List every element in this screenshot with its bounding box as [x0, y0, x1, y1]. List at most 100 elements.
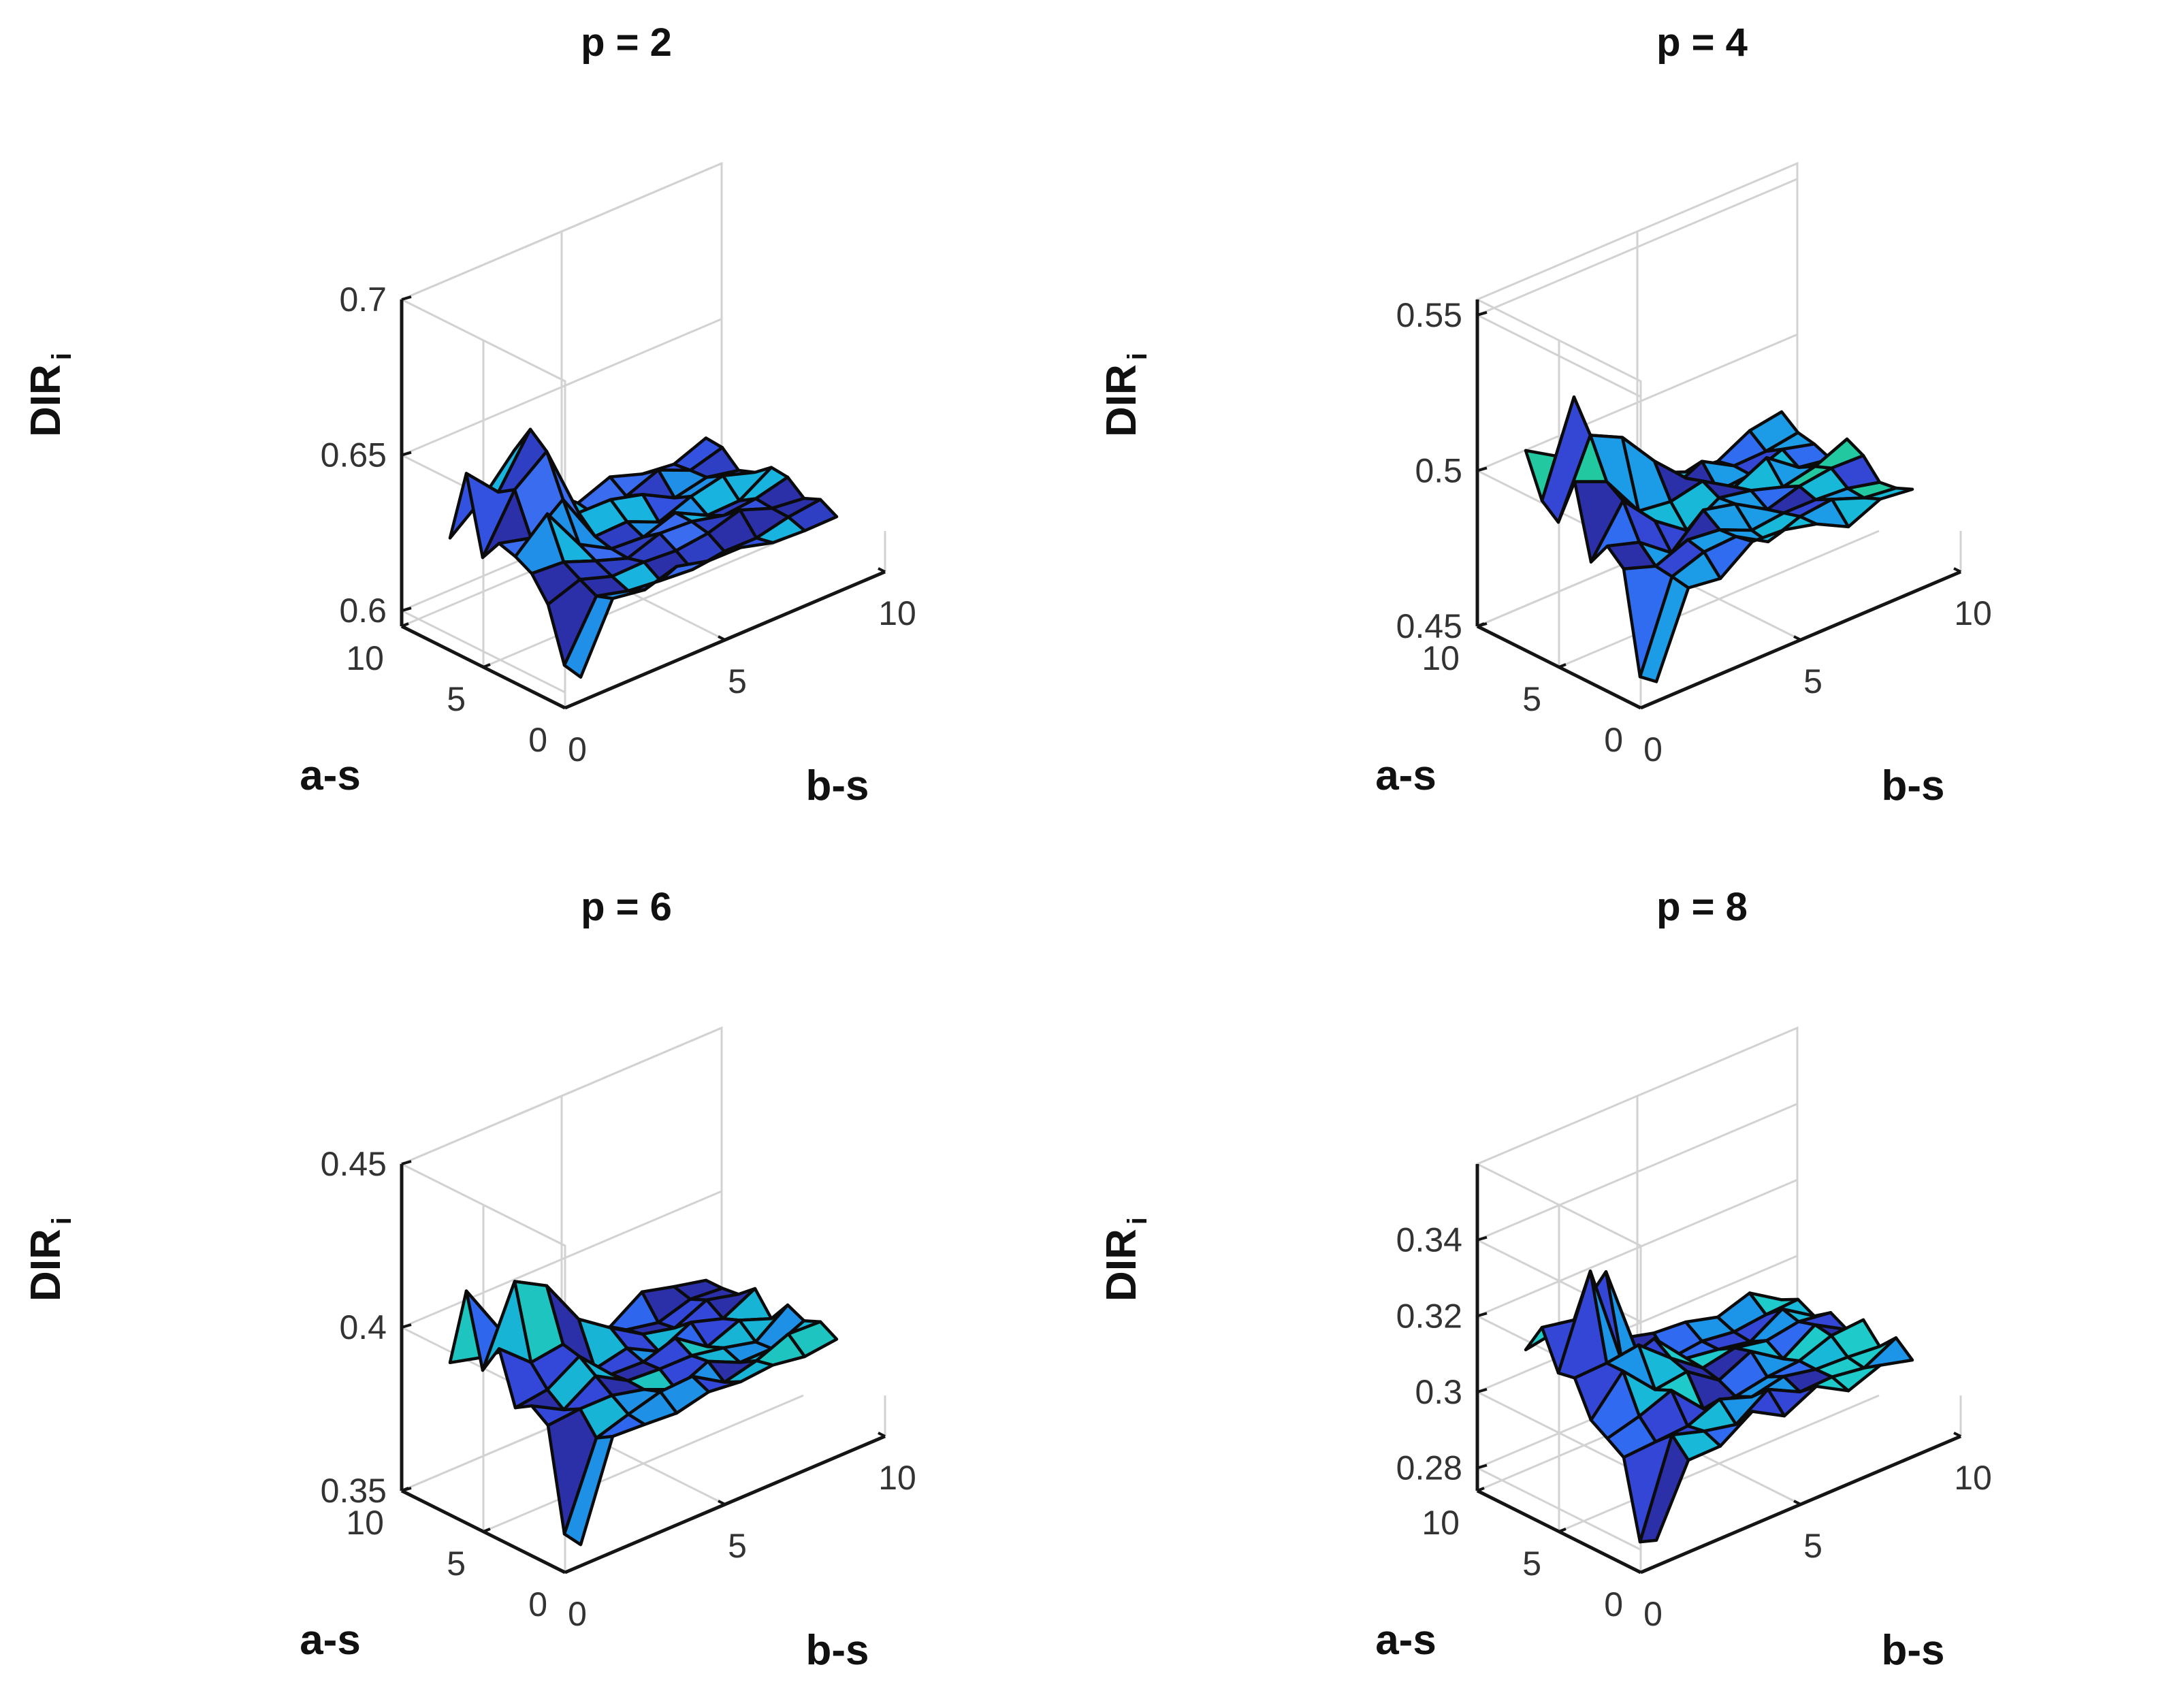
zaxis-label: DIR i	[1098, 1217, 1153, 1302]
z-tick	[1477, 1312, 1488, 1318]
x-tick-label: 10	[1954, 594, 1992, 632]
y-tick-label: 5	[447, 680, 466, 718]
x-tick-label: 10	[1954, 1459, 1992, 1497]
floor-grid-y	[1558, 1394, 1880, 1533]
z-tick	[401, 451, 412, 457]
x-tick-label: 0	[1643, 730, 1663, 769]
floor-grid-y	[483, 530, 804, 668]
xaxis-label: b-s	[806, 1627, 869, 1674]
zaxis-label-main: DIR	[22, 1229, 69, 1302]
y-tick	[1558, 663, 1567, 668]
y-tick-label: 10	[346, 639, 384, 677]
surface	[1524, 395, 1914, 683]
subplot-p8: p = 8 b-s a-s DIR i 0 5 10 0 5 10 0.28 0.3 0.32 0.…	[1098, 885, 1992, 1674]
z-tick-label: 0.6	[339, 592, 387, 630]
y-tick-label: 0	[528, 721, 547, 759]
x-tick-label: 0	[568, 1595, 587, 1633]
axes-grid	[1475, 1026, 1962, 1574]
y-tick	[564, 704, 573, 709]
x-tick	[1793, 1500, 1801, 1506]
surface	[448, 427, 839, 679]
y-tick-label: 10	[346, 1504, 384, 1542]
zaxis-label-sub: i	[47, 1217, 77, 1225]
z-tick	[401, 1323, 412, 1329]
y-tick-label: 5	[1522, 680, 1541, 718]
z-tick-label: 0.45	[1396, 607, 1462, 645]
z-tick-label: 0.5	[1415, 451, 1462, 489]
axes-grid	[399, 161, 886, 710]
x-tick	[878, 567, 886, 573]
z-tick-label: 0.32	[1396, 1297, 1462, 1335]
y-tick-label: 0	[528, 1585, 547, 1623]
x-tick-label: 5	[728, 662, 747, 700]
zaxis-label-main: DIR	[1098, 1229, 1145, 1302]
x-tick	[558, 703, 566, 709]
y-tick	[1640, 704, 1648, 709]
zaxis-label-sub: i	[1123, 353, 1153, 360]
surface	[1524, 1270, 1914, 1544]
axes-grid	[1475, 161, 1962, 710]
y-tick	[564, 1568, 573, 1574]
surface-facet	[562, 1434, 615, 1547]
y-tick-label: 5	[1522, 1545, 1541, 1583]
z-tick	[401, 1160, 412, 1165]
z-tick-label: 0.65	[321, 436, 387, 474]
z-tick-label: 0.55	[1396, 296, 1462, 334]
x-tick	[1953, 567, 1961, 573]
x-tick-label: 10	[878, 594, 916, 632]
tick-labels: 0 5 10 0 5 10 0.28 0.3 0.32 0.34	[1396, 1221, 1992, 1633]
surface-facet	[1638, 575, 1690, 683]
z-tick	[401, 607, 412, 613]
y-tick	[483, 663, 491, 668]
xaxis-label: b-s	[1882, 1627, 1945, 1674]
x-tick	[1793, 635, 1801, 641]
y-tick-label: 10	[1422, 639, 1460, 677]
zaxis-label: DIR i	[22, 353, 77, 437]
z-tick	[1477, 1464, 1488, 1470]
yaxis-label: a-s	[300, 1617, 361, 1664]
zaxis-label-sub: i	[47, 353, 77, 360]
floor-grid-y	[483, 1394, 804, 1533]
zaxis-label-sub: i	[1123, 1217, 1153, 1225]
x-tick-label: 5	[728, 1527, 747, 1565]
x-tick-label: 5	[1803, 662, 1822, 700]
x-tick	[1633, 1568, 1641, 1574]
z-tick-label: 0.7	[339, 280, 387, 319]
zaxis-label-main: DIR	[22, 364, 69, 437]
yaxis-label: a-s	[1375, 752, 1436, 799]
z-tick-label: 0.3	[1415, 1373, 1462, 1411]
x-tick	[558, 1568, 566, 1574]
x-tick	[1953, 1432, 1961, 1438]
x-tick-label: 0	[1643, 1595, 1663, 1633]
xaxis-label: b-s	[806, 762, 869, 809]
subplot-title: p = 2	[581, 20, 672, 65]
x-tick-label: 0	[568, 730, 587, 769]
z-tick	[401, 1487, 412, 1492]
x-tick	[878, 1432, 886, 1438]
yaxis-label: a-s	[300, 752, 361, 799]
y-tick	[483, 1528, 491, 1533]
z-tick-label: 0.45	[321, 1145, 387, 1183]
y-tick	[1558, 1528, 1567, 1533]
subplot-title: p = 8	[1656, 885, 1748, 929]
z-tick-label: 0.35	[321, 1472, 387, 1510]
z-tick	[1477, 622, 1488, 628]
y-tick-label: 0	[1604, 721, 1623, 759]
surface	[448, 1278, 839, 1547]
x-tick	[1633, 703, 1641, 709]
z-tick	[1477, 466, 1488, 472]
zaxis-label: DIR i	[22, 1217, 77, 1302]
z-tick-label: 0.34	[1396, 1221, 1462, 1259]
zaxis-label-group: DIR i	[1098, 353, 1153, 437]
zaxis-label-main: DIR	[1098, 364, 1145, 437]
xaxis-label: b-s	[1882, 762, 1945, 809]
y-tick-label: 0	[1604, 1585, 1623, 1623]
subplot-title: p = 4	[1656, 20, 1748, 65]
x-tick	[718, 635, 726, 641]
z-tick-label: 0.28	[1396, 1449, 1462, 1487]
